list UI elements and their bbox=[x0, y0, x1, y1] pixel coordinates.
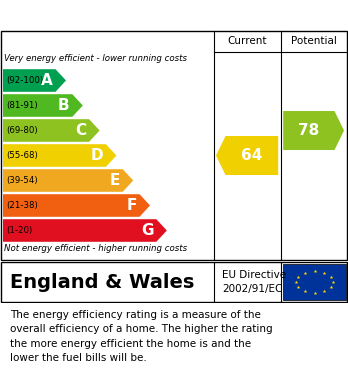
Bar bbox=[283, 264, 346, 300]
Text: Potential: Potential bbox=[291, 36, 337, 47]
Text: England & Wales: England & Wales bbox=[10, 273, 195, 292]
Text: The energy efficiency rating is a measure of the
overall efficiency of a home. T: The energy efficiency rating is a measur… bbox=[10, 310, 273, 363]
Text: (21-38): (21-38) bbox=[6, 201, 38, 210]
Polygon shape bbox=[283, 111, 344, 150]
Text: D: D bbox=[90, 148, 103, 163]
Polygon shape bbox=[3, 69, 66, 92]
Text: (1-20): (1-20) bbox=[6, 226, 32, 235]
Polygon shape bbox=[216, 136, 278, 175]
Text: Not energy efficient - higher running costs: Not energy efficient - higher running co… bbox=[4, 244, 187, 253]
Text: A: A bbox=[41, 73, 53, 88]
Polygon shape bbox=[3, 119, 100, 142]
Text: (69-80): (69-80) bbox=[6, 126, 38, 135]
Polygon shape bbox=[3, 194, 150, 217]
Text: (81-91): (81-91) bbox=[6, 101, 38, 110]
Polygon shape bbox=[3, 144, 117, 167]
Text: (39-54): (39-54) bbox=[6, 176, 38, 185]
Text: (55-68): (55-68) bbox=[6, 151, 38, 160]
Text: EU Directive
2002/91/EC: EU Directive 2002/91/EC bbox=[222, 271, 286, 294]
Text: Current: Current bbox=[228, 36, 267, 47]
Text: F: F bbox=[126, 198, 136, 213]
Text: Energy Efficiency Rating: Energy Efficiency Rating bbox=[9, 7, 219, 23]
Text: C: C bbox=[75, 123, 86, 138]
Text: G: G bbox=[141, 223, 153, 238]
Text: E: E bbox=[109, 173, 120, 188]
Polygon shape bbox=[3, 219, 167, 242]
Text: 78: 78 bbox=[298, 123, 319, 138]
Polygon shape bbox=[3, 94, 83, 117]
Text: 64: 64 bbox=[241, 148, 262, 163]
Text: (92-100): (92-100) bbox=[6, 76, 43, 85]
Text: Very energy efficient - lower running costs: Very energy efficient - lower running co… bbox=[4, 54, 187, 63]
Text: B: B bbox=[58, 98, 69, 113]
Polygon shape bbox=[3, 169, 133, 192]
